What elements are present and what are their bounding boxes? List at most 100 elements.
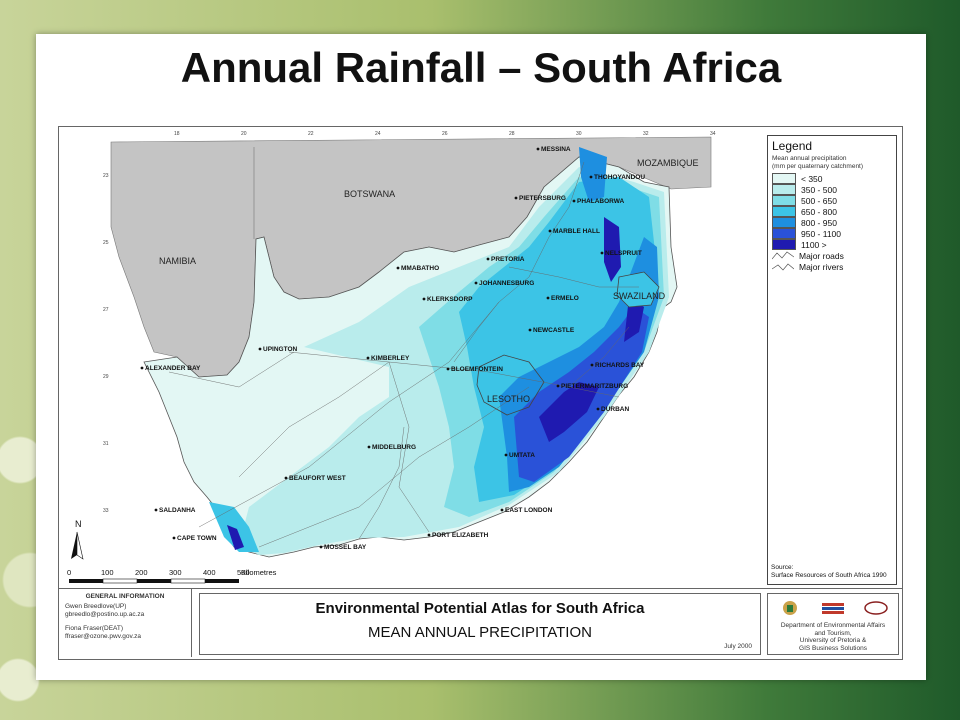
city-label: BEAUFORT WEST bbox=[289, 475, 346, 482]
city-marker bbox=[514, 196, 518, 200]
city-label: PRETORIA bbox=[491, 256, 525, 263]
scale-tick-label: 0 bbox=[67, 568, 71, 577]
graticule-ticks: 18 20 22 24 26 28 30 32 34 23 25 27 29 31 33 bbox=[103, 131, 716, 514]
legend-swatch bbox=[772, 239, 796, 250]
university-logo-icon bbox=[821, 603, 844, 614]
longitude-tick-label: 18 bbox=[174, 131, 180, 137]
lesotho-border bbox=[476, 354, 545, 416]
city-marker bbox=[504, 453, 508, 457]
department-box: Department of Environmental Affairs and T… bbox=[767, 593, 899, 655]
department-line: and Tourism, bbox=[814, 629, 852, 637]
country-label: MOZAMBIQUE bbox=[637, 158, 699, 168]
city-label: MARBLE HALL bbox=[553, 228, 600, 235]
department-line: GIS Business Solutions bbox=[799, 644, 867, 652]
city-label: JOHANNESBURG bbox=[479, 280, 534, 287]
city-label: NELSPRUIT bbox=[605, 250, 642, 257]
legend-class-row: 650 - 800 bbox=[772, 206, 896, 217]
rainfall-zone-1100-plus bbox=[539, 217, 644, 442]
latitude-tick-label: 27 bbox=[103, 307, 109, 313]
city-label: ERMELO bbox=[551, 295, 579, 302]
longitude-tick-label: 22 bbox=[308, 131, 314, 137]
latitude-tick-label: 25 bbox=[103, 240, 109, 246]
scale-tick-label: 500 bbox=[237, 568, 250, 577]
city-marker bbox=[548, 229, 552, 233]
legend-class-row: 1100 > bbox=[772, 239, 896, 250]
city-label: PORT ELIZABETH bbox=[432, 532, 489, 539]
city-label: MIDDELBURG bbox=[372, 444, 416, 451]
city-label: RICHARDS BAY bbox=[595, 362, 645, 369]
latitude-tick-label: 29 bbox=[103, 374, 109, 380]
city-label: MESSINA bbox=[541, 146, 571, 153]
map-canvas[interactable]: 18 20 22 24 26 28 30 32 34 23 25 27 29 31 33 bbox=[59, 127, 902, 613]
gis-logo-icon bbox=[864, 601, 889, 615]
rainfall-zone-cape-dark bbox=[227, 525, 244, 550]
department-line: University of Pretoria & bbox=[799, 637, 867, 644]
map-footer: GENERAL INFORMATION Gwen Breedlove(UP) g… bbox=[58, 588, 903, 660]
city-marker bbox=[366, 356, 370, 360]
legend-class-label: 350 - 500 bbox=[801, 184, 837, 195]
city-label: NEWCASTLE bbox=[533, 327, 575, 334]
longitude-tick-label: 32 bbox=[643, 131, 649, 137]
general-information: GENERAL INFORMATION Gwen Breedlove(UP) g… bbox=[59, 589, 192, 657]
legend-swatch bbox=[772, 206, 796, 217]
city-marker bbox=[427, 533, 431, 537]
city-label: KLERKSDORP bbox=[427, 296, 473, 303]
scale-tick-label: 200 bbox=[135, 568, 148, 577]
longitude-tick-label: 20 bbox=[241, 131, 247, 137]
city-marker bbox=[589, 175, 593, 179]
atlas-date: July 2000 bbox=[724, 643, 752, 650]
department-line: Department of Environmental Affairs bbox=[780, 622, 886, 629]
map-legend: Legend Mean annual precipitation (mm per… bbox=[767, 135, 897, 585]
legend-roads: Major roads bbox=[772, 250, 896, 261]
city-marker bbox=[590, 363, 594, 367]
country-label: NAMIBIA bbox=[159, 256, 196, 266]
city-label: CAPE TOWN bbox=[177, 535, 217, 542]
city-label: BLOEMFONTEIN bbox=[451, 366, 503, 373]
legend-class-label: 800 - 950 bbox=[801, 217, 837, 228]
city-marker bbox=[284, 476, 288, 480]
city-label: UPINGTON bbox=[263, 346, 297, 353]
swaziland-border bbox=[616, 271, 660, 308]
city-label: ALEXANDER BAY bbox=[145, 365, 201, 372]
scale-tick-label: 400 bbox=[203, 568, 216, 577]
longitude-tick-label: 26 bbox=[442, 131, 448, 137]
legend-subtitle: Mean annual precipitation (mm per quater… bbox=[772, 155, 864, 170]
city-label: MMABATHO bbox=[401, 265, 439, 272]
slide-title: Annual Rainfall – South Africa bbox=[180, 44, 782, 91]
legend-swatch bbox=[772, 195, 796, 206]
city-marker bbox=[172, 536, 176, 540]
legend-swatch bbox=[772, 217, 796, 228]
atlas-title-box: Environmental Potential Atlas for South … bbox=[199, 593, 761, 655]
legend-class-label: 650 - 800 bbox=[801, 206, 837, 217]
country-label: BOTSWANA bbox=[344, 189, 395, 199]
city-marker bbox=[446, 367, 450, 371]
city-label: PIETERSBURG bbox=[519, 195, 566, 202]
city-marker bbox=[536, 147, 540, 151]
legend-swatch bbox=[772, 184, 796, 195]
legend-class-row: 800 - 950 bbox=[772, 217, 896, 228]
map-frame: 18 20 22 24 26 28 30 32 34 23 25 27 29 31 33 bbox=[58, 126, 903, 614]
country-labels: BOTSWANA NAMIBIA MOZAMBIQUE LESOTHO SWAZILAN… bbox=[159, 158, 699, 404]
city-marker bbox=[140, 366, 144, 370]
legend-source: Source: Surface Resources of South Afric… bbox=[771, 564, 887, 579]
longitude-tick-label: 30 bbox=[576, 131, 582, 137]
legend-class-row: 950 - 1100 bbox=[772, 228, 896, 239]
latitude-tick-label: 23 bbox=[103, 173, 109, 179]
country-label: SWAZILAND bbox=[613, 291, 666, 301]
svg-text:N: N bbox=[75, 519, 82, 529]
legend-class-label: < 350 bbox=[801, 173, 823, 184]
latitude-tick-label: 33 bbox=[103, 508, 109, 514]
city-marker bbox=[474, 281, 478, 285]
slide-page: Annual Rainfall – South Africa 18 20 22 24 2… bbox=[36, 34, 926, 680]
city-label: UMTATA bbox=[509, 452, 535, 459]
city-marker bbox=[596, 407, 600, 411]
longitude-tick-label: 34 bbox=[710, 131, 716, 137]
legend-rivers: Major rivers bbox=[772, 261, 896, 272]
legend-class-row: 500 - 650 bbox=[772, 195, 896, 206]
legend-class-label: 1100 > bbox=[801, 239, 827, 250]
atlas-subtitle: MEAN ANNUAL PRECIPITATION bbox=[368, 624, 592, 641]
city-label: PHALABORWA bbox=[577, 198, 624, 205]
city-marker bbox=[319, 545, 323, 549]
city-marker bbox=[258, 347, 262, 351]
country-label: LESOTHO bbox=[487, 394, 530, 404]
